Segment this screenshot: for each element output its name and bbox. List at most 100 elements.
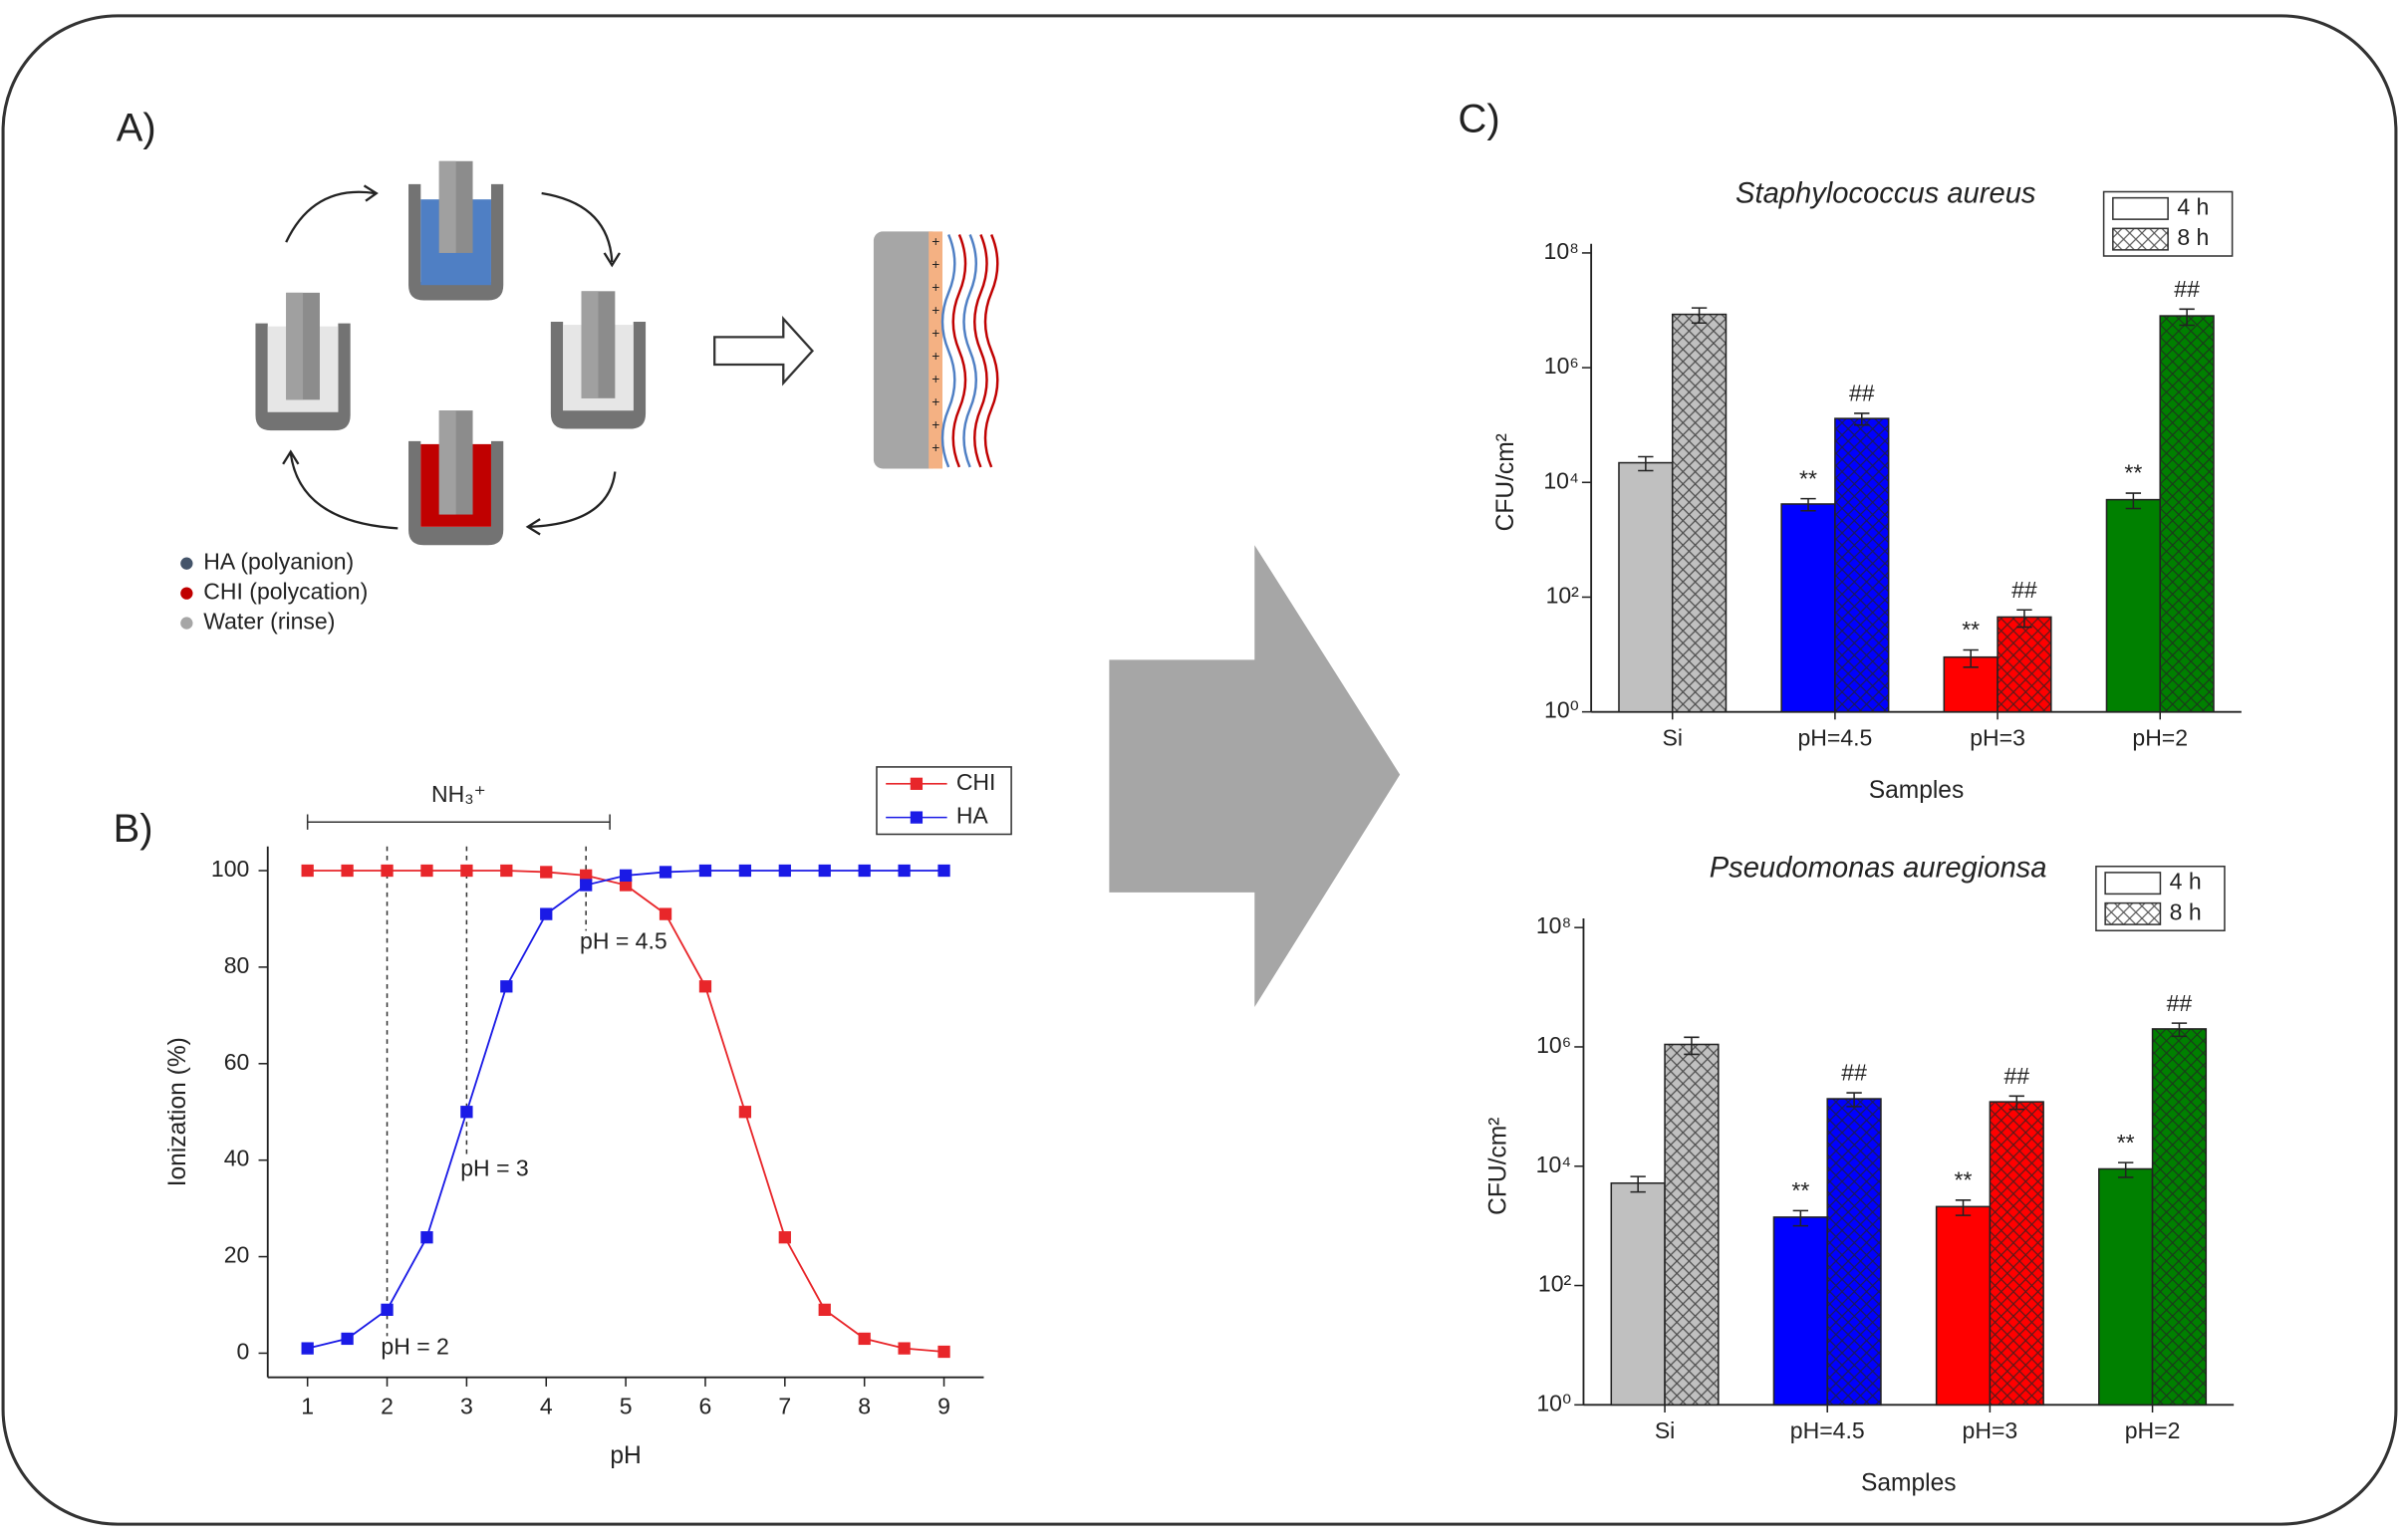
marker [420,1231,433,1244]
legend-label: HA [956,803,989,829]
legend-marker [910,811,924,824]
significance: ## [2174,276,2200,302]
y-axis-label: Ionization (%) [164,1037,191,1186]
error-bar [1691,307,1708,325]
marker [738,864,752,878]
significance: ## [1849,381,1875,406]
bar [2105,498,2162,713]
y-tick-label: 60 [224,1049,250,1075]
error-bar [1854,412,1870,426]
marker [738,1106,752,1119]
substrate [873,231,941,469]
svg-text:+: + [932,393,939,409]
error-bar [1963,648,1979,668]
x-tick-label: 8 [858,1393,871,1418]
annotation: pH = 2 [381,1334,448,1360]
significance: ## [1841,1060,1867,1086]
x-axis-label: Samples [1869,777,1965,804]
y-tick-label: 0 [237,1339,250,1365]
error-bar [2118,1161,2134,1178]
bar [1610,1181,1666,1407]
x-tick-label: 4 [540,1393,553,1418]
svg-text:+: + [932,233,939,249]
marker [500,864,513,878]
substrate-surface [929,231,942,469]
x-tick-label: pH=4.5 [1790,1417,1865,1443]
y-tick-label: 20 [224,1242,250,1268]
svg-text:+: + [932,256,939,272]
bar [1671,313,1728,713]
legend-patch [2104,901,2162,925]
error-bar [2008,1095,2024,1111]
marker [937,1345,950,1359]
marker [858,864,871,878]
annotation: pH = 3 [460,1155,528,1180]
chart-title: Staphylococcus aureus [1735,177,2035,209]
x-tick-label: 5 [620,1393,633,1418]
panel-label: C) [1459,97,1500,140]
y-tick-label: 10² [1546,583,1580,609]
bar [1826,1098,1882,1407]
x-axis-label: Samples [1861,1470,1957,1497]
marker [619,879,633,892]
legend-label: 4 h [2170,869,2202,895]
marker [341,864,354,878]
bar [1997,616,2052,713]
marker [778,1231,791,1244]
y-axis-label: CFU/cm² [1484,1118,1511,1215]
marker [898,864,911,878]
bar [1935,1205,1992,1407]
marker [580,869,593,882]
significance: ## [2003,1063,2029,1089]
legend-marker [910,777,924,790]
x-tick-label: Si [1662,724,1682,750]
marker [580,879,593,892]
x-tick-label: 3 [460,1393,473,1418]
annotation: pH = 4.5 [580,928,667,954]
x-axis-label: pH [610,1442,641,1469]
svg-text:+: + [932,348,939,364]
significance: ## [2011,577,2037,603]
y-tick-label: 10² [1538,1271,1572,1297]
y-tick-label: 10⁶ [1536,1032,1571,1058]
panel-label: A) [117,107,156,150]
significance: ** [2117,1130,2135,1155]
error-bar [1955,1199,1972,1216]
svg-text:+: + [932,325,939,341]
marker [659,866,672,879]
marker [778,864,791,878]
x-tick-label: pH=2 [2132,724,2188,750]
marker [301,1342,314,1355]
error-bar [1792,1209,1809,1227]
cycle-arrows [282,184,621,536]
chart-title: Pseudomonas auregionsa [1710,853,2047,885]
beaker-water [255,292,351,431]
y-tick-label: 10⁴ [1536,1152,1572,1177]
bar [2098,1167,2154,1407]
significance: ## [2167,990,2193,1016]
legend-label: HA (polyanion) [203,549,354,575]
legend-dot [180,587,193,600]
y-tick-label: 40 [224,1146,250,1171]
x-tick-label: Si [1655,1417,1675,1443]
x-tick-label: pH=2 [2125,1417,2181,1443]
marker [301,864,314,878]
beaker-water [550,291,647,429]
bar [1780,503,1836,713]
error-bar [1638,455,1654,472]
y-tick-label: 10⁸ [1536,912,1571,938]
legend-patch [2112,227,2169,251]
y-tick-label: 10⁰ [1536,1390,1571,1415]
marker [698,864,712,878]
x-tick-label: 7 [778,1393,791,1418]
svg-text:+: + [932,439,939,455]
svg-text:+: + [932,416,939,432]
error-bar [1846,1092,1862,1108]
legend-label: Water (rinse) [203,609,335,635]
bar [2151,1028,2208,1407]
error-bar [1800,497,1816,512]
significance: ** [1955,1166,1973,1192]
beaker-ha [408,160,504,301]
